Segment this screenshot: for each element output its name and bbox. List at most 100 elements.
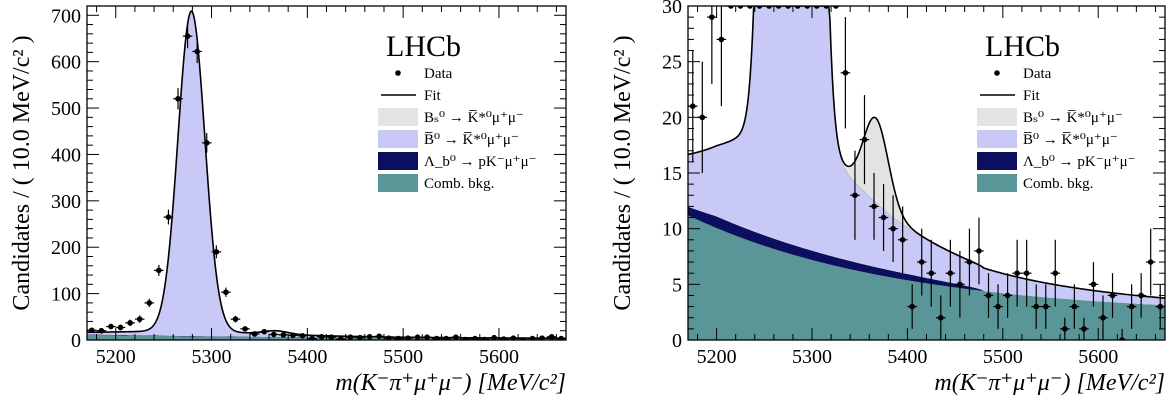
data-point <box>374 333 384 340</box>
data-point <box>249 331 260 337</box>
legend-marker <box>395 70 401 76</box>
legend-swatch <box>378 130 418 148</box>
data-point <box>527 335 538 340</box>
legend-swatch <box>378 108 418 126</box>
data-point <box>745 6 755 9</box>
data-point <box>288 332 298 339</box>
data-point <box>144 298 155 308</box>
x-tick-label: 5200 <box>96 346 136 368</box>
legend-swatch <box>977 108 1017 126</box>
legend-swatch <box>378 152 418 170</box>
data-point <box>783 6 793 9</box>
data-point <box>1050 239 1061 307</box>
data-point <box>897 206 908 274</box>
data-point <box>498 336 509 340</box>
y-tick-label: 5 <box>672 274 682 296</box>
x-tick-label: 5500 <box>383 346 423 368</box>
data-point <box>278 332 289 338</box>
fit-curve <box>688 6 1165 299</box>
legend-entry: Data <box>994 66 1052 82</box>
y-tick-label: 30 <box>662 0 682 18</box>
x-tick-label: 5300 <box>792 346 832 368</box>
x-tick-label: 5400 <box>887 346 927 368</box>
legend-swatch <box>977 174 1017 192</box>
chart-right-zoomed: 5200 5300 5400 5500 5600 0 5 10 15 20 25 30 Candidat… <box>610 0 1166 396</box>
data-point <box>955 250 965 318</box>
data-point <box>792 6 803 9</box>
y-tick-label: 15 <box>662 163 682 185</box>
y-tick-label: 200 <box>51 237 81 259</box>
legend-label: Fit <box>1023 88 1041 104</box>
data-point <box>134 315 145 323</box>
data-point <box>106 323 116 330</box>
legend-label: Comb. bkg. <box>424 176 494 192</box>
data-point <box>537 335 547 340</box>
data-point <box>211 245 222 259</box>
data-point <box>173 88 183 110</box>
data-point <box>345 334 356 340</box>
fit-curve <box>87 10 566 340</box>
legend-entry: Comb. bkg. <box>977 174 1093 192</box>
data-point <box>403 335 413 340</box>
data-point <box>726 6 736 9</box>
data-point <box>764 6 774 9</box>
data-point <box>907 284 917 329</box>
data-point <box>850 150 860 240</box>
data-point <box>735 6 746 9</box>
data-point <box>336 336 346 340</box>
plot-area <box>87 10 566 340</box>
component-bd-signal <box>87 11 566 339</box>
y-tick-label: 400 <box>51 144 81 166</box>
legend-label: Data <box>424 66 453 82</box>
y-axis-title: Candidates / ( 10.0 MeV/c² ) <box>9 35 35 310</box>
data-point <box>115 324 126 331</box>
data-point <box>192 39 202 64</box>
legend-entry: Comb. bkg. <box>378 174 494 192</box>
data-point <box>201 133 212 153</box>
plot-area <box>688 6 1165 340</box>
x-tick-label: 5600 <box>479 346 519 368</box>
data-point <box>546 333 557 340</box>
data-point <box>840 17 851 129</box>
experiment-label: LHCb <box>386 30 461 63</box>
legend-swatch <box>977 130 1017 148</box>
data-point <box>916 228 927 296</box>
data-point <box>773 6 784 9</box>
legend-swatch <box>977 152 1017 170</box>
legend-entry: Λ_b⁰ → pK⁻μ⁺μ⁻ <box>977 152 1136 170</box>
component-bs-signal <box>87 11 566 339</box>
legend-entry: Bₛ⁰ → K̅*⁰μ⁺μ⁻ <box>378 108 524 126</box>
x-tick-label: 5500 <box>983 346 1023 368</box>
data-point <box>1060 317 1070 340</box>
data-point <box>926 239 937 307</box>
y-tick-label: 700 <box>51 5 81 27</box>
data-point <box>1136 273 1146 318</box>
data-point <box>1117 328 1127 340</box>
data-point <box>1069 284 1080 329</box>
data-point <box>812 6 822 9</box>
x-tick-label: 5400 <box>287 346 327 368</box>
bd-edge <box>87 10 566 339</box>
data-point <box>125 319 135 327</box>
data-point <box>983 273 994 318</box>
plot-frame <box>86 5 567 341</box>
data-point <box>1002 273 1013 318</box>
data-point <box>182 24 193 49</box>
x-tick-label: 5600 <box>1078 346 1118 368</box>
data-point <box>945 239 956 307</box>
data-point <box>489 334 499 340</box>
data-point <box>297 333 308 339</box>
y-tick-label: 20 <box>662 107 682 129</box>
data-point <box>230 315 241 323</box>
data-point <box>269 331 279 338</box>
legend-swatch <box>378 174 418 192</box>
data-point <box>878 184 889 251</box>
data-point <box>412 334 423 340</box>
x-tick-label: 5200 <box>697 346 737 368</box>
data-point <box>355 334 365 340</box>
legend-entry: Data <box>395 66 453 82</box>
y-tick-label: 0 <box>672 330 682 352</box>
data-point <box>431 335 442 340</box>
legend-entry: B̅⁰ → K̅*⁰μ⁺μ⁻ <box>977 130 1118 148</box>
data-point <box>1079 317 1089 340</box>
